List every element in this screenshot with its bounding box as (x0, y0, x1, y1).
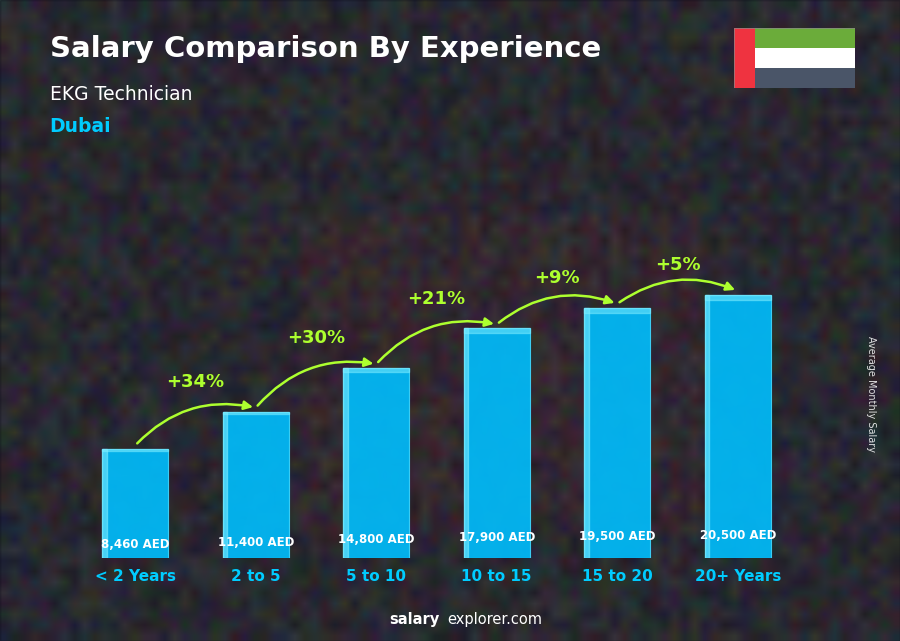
Text: 17,900 AED: 17,900 AED (459, 531, 535, 544)
Text: 8,460 AED: 8,460 AED (101, 538, 169, 551)
Bar (705, 295, 770, 300)
Bar (222, 412, 289, 415)
Bar (103, 449, 168, 558)
Bar (464, 328, 530, 333)
Bar (103, 449, 107, 558)
Text: +34%: +34% (166, 373, 225, 391)
Bar (103, 449, 168, 451)
Bar (755, 28, 855, 48)
Bar (705, 295, 709, 558)
Bar (734, 28, 755, 88)
Text: +30%: +30% (287, 329, 345, 347)
Text: 20,500 AED: 20,500 AED (699, 529, 776, 542)
Bar (343, 368, 347, 558)
Bar (222, 412, 228, 558)
Bar (755, 48, 855, 68)
Text: +21%: +21% (408, 290, 465, 308)
Bar (464, 328, 530, 558)
Bar (343, 368, 410, 372)
Text: +9%: +9% (535, 269, 580, 287)
Bar (584, 308, 651, 313)
Bar (343, 368, 410, 558)
Text: +5%: +5% (654, 256, 700, 274)
Text: 11,400 AED: 11,400 AED (218, 536, 294, 549)
Text: Dubai: Dubai (50, 117, 111, 136)
Text: 19,500 AED: 19,500 AED (579, 529, 655, 543)
Bar (584, 308, 589, 558)
Bar (755, 68, 855, 88)
Text: explorer.com: explorer.com (447, 612, 543, 627)
Bar (464, 328, 468, 558)
Text: Average Monthly Salary: Average Monthly Salary (866, 337, 877, 452)
Text: salary: salary (389, 612, 439, 627)
Text: 14,800 AED: 14,800 AED (338, 533, 415, 546)
Bar (584, 308, 651, 558)
Text: EKG Technician: EKG Technician (50, 85, 192, 104)
Text: Salary Comparison By Experience: Salary Comparison By Experience (50, 35, 601, 63)
Bar (705, 295, 770, 558)
Bar (222, 412, 289, 558)
